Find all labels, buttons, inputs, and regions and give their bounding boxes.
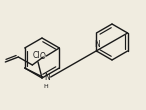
Text: Cl: Cl — [32, 51, 40, 60]
Text: O: O — [39, 51, 45, 61]
Text: H: H — [43, 84, 48, 89]
Text: N: N — [44, 72, 49, 82]
Text: N: N — [95, 40, 100, 49]
